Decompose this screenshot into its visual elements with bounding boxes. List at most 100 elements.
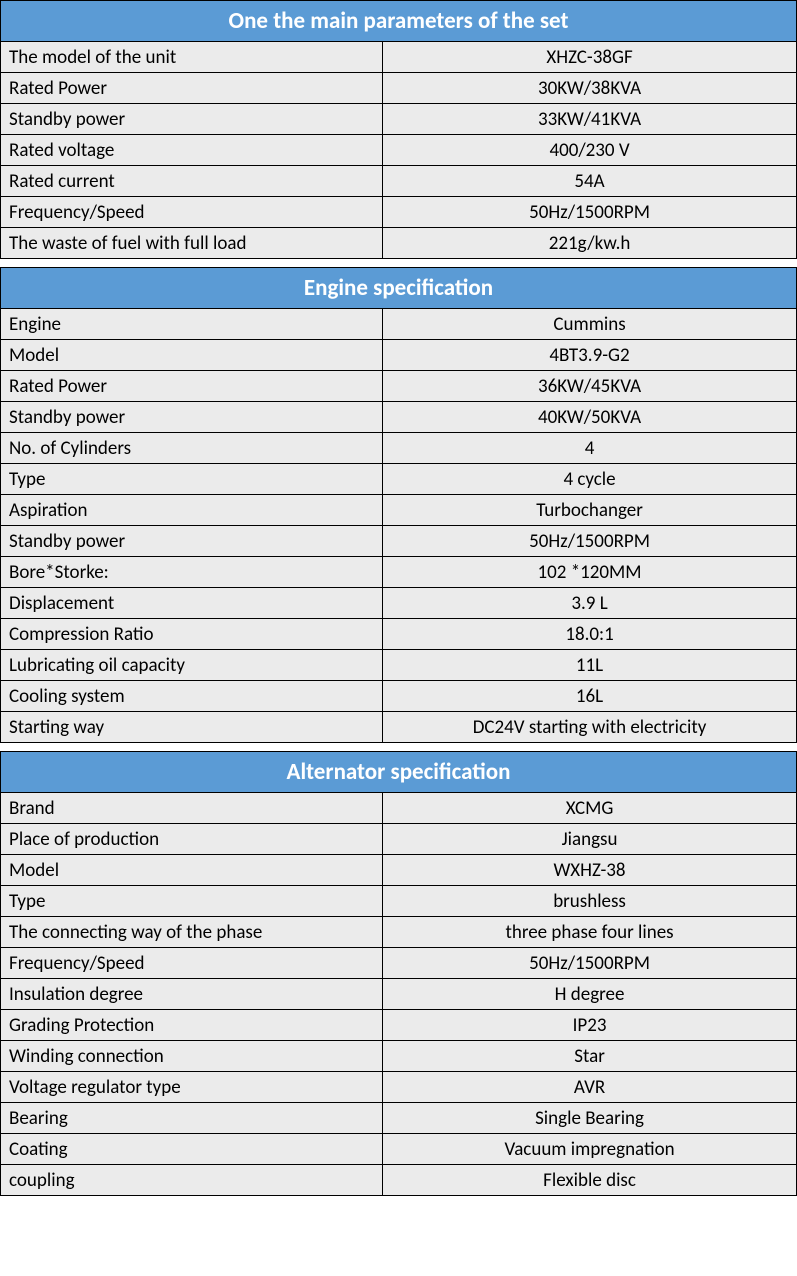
row-label: Standby power: [1, 526, 383, 557]
row-value: 3.9 L: [383, 588, 797, 619]
row-value: 4 cycle: [383, 464, 797, 495]
row-label: Standby power: [1, 104, 383, 135]
row-value: Flexible disc: [383, 1165, 797, 1196]
table-row: Bore*Storke:102 *120MM: [1, 557, 797, 588]
row-value: Turbochanger: [383, 495, 797, 526]
row-label: Frequency/Speed: [1, 197, 383, 228]
row-label: Compression Ratio: [1, 619, 383, 650]
row-label: Insulation degree: [1, 979, 383, 1010]
table-row: The waste of fuel with full load221g/kw.…: [1, 228, 797, 259]
table-row: Standby power50Hz/1500RPM: [1, 526, 797, 557]
row-value: 33KW/41KVA: [383, 104, 797, 135]
row-label: The model of the unit: [1, 42, 383, 73]
row-label: Type: [1, 464, 383, 495]
row-label: Rated current: [1, 166, 383, 197]
row-value: Jiangsu: [383, 824, 797, 855]
row-value: 36KW/45KVA: [383, 371, 797, 402]
table-title: Alternator specification: [1, 752, 797, 793]
row-value: XHZC-38GF: [383, 42, 797, 73]
row-value: 102 *120MM: [383, 557, 797, 588]
row-value: WXHZ-38: [383, 855, 797, 886]
table-row: Rated Power36KW/45KVA: [1, 371, 797, 402]
table-row: Frequency/Speed50Hz/1500RPM: [1, 948, 797, 979]
row-label: Voltage regulator type: [1, 1072, 383, 1103]
row-label: The waste of fuel with full load: [1, 228, 383, 259]
spec-table: One the main parameters of the setThe mo…: [0, 0, 797, 259]
table-row: BearingSingle Bearing: [1, 1103, 797, 1134]
table-row: BrandXCMG: [1, 793, 797, 824]
row-value: 50Hz/1500RPM: [383, 526, 797, 557]
table-row: No. of Cylinders4: [1, 433, 797, 464]
table-row: Frequency/Speed50Hz/1500RPM: [1, 197, 797, 228]
table-row: Lubricating oil capacity11L: [1, 650, 797, 681]
row-label: Grading Protection: [1, 1010, 383, 1041]
table-row: Standby power40KW/50KVA: [1, 402, 797, 433]
table-row: Type4 cycle: [1, 464, 797, 495]
row-value: 400/230 V: [383, 135, 797, 166]
row-value: Cummins: [383, 309, 797, 340]
table-row: EngineCummins: [1, 309, 797, 340]
row-label: Brand: [1, 793, 383, 824]
row-value: three phase four lines: [383, 917, 797, 948]
row-label: Bore*Storke:: [1, 557, 383, 588]
table-row: CoatingVacuum impregnation: [1, 1134, 797, 1165]
row-value: 40KW/50KVA: [383, 402, 797, 433]
table-row: AspirationTurbochanger: [1, 495, 797, 526]
table-row: Starting wayDC24V starting with electric…: [1, 712, 797, 743]
row-label: Rated Power: [1, 371, 383, 402]
row-label: Cooling system: [1, 681, 383, 712]
table-row: couplingFlexible disc: [1, 1165, 797, 1196]
row-label: Frequency/Speed: [1, 948, 383, 979]
row-value: 16L: [383, 681, 797, 712]
row-label: Aspiration: [1, 495, 383, 526]
table-row: ModelWXHZ-38: [1, 855, 797, 886]
spec-tables-container: One the main parameters of the setThe mo…: [0, 0, 797, 1196]
row-value: Vacuum impregnation: [383, 1134, 797, 1165]
row-value: DC24V starting with electricity: [383, 712, 797, 743]
table-row: Compression Ratio18.0:1: [1, 619, 797, 650]
table-row: Rated current54A: [1, 166, 797, 197]
row-value: 221g/kw.h: [383, 228, 797, 259]
row-value: H degree: [383, 979, 797, 1010]
row-value: 54A: [383, 166, 797, 197]
table-title: Engine specification: [1, 268, 797, 309]
table-row: Displacement3.9 L: [1, 588, 797, 619]
row-label: The connecting way of the phase: [1, 917, 383, 948]
table-row: Grading ProtectionIP23: [1, 1010, 797, 1041]
row-label: Displacement: [1, 588, 383, 619]
row-value: 4: [383, 433, 797, 464]
row-label: Model: [1, 340, 383, 371]
row-label: Place of production: [1, 824, 383, 855]
row-value: 11L: [383, 650, 797, 681]
row-value: Single Bearing: [383, 1103, 797, 1134]
table-row: Winding connectionStar: [1, 1041, 797, 1072]
table-row: Place of productionJiangsu: [1, 824, 797, 855]
table-row: The model of the unitXHZC-38GF: [1, 42, 797, 73]
table-title: One the main parameters of the set: [1, 1, 797, 42]
table-row: Cooling system16L: [1, 681, 797, 712]
table-row: Insulation degreeH degree: [1, 979, 797, 1010]
table-row: Voltage regulator typeAVR: [1, 1072, 797, 1103]
row-value: IP23: [383, 1010, 797, 1041]
row-value: XCMG: [383, 793, 797, 824]
row-value: Star: [383, 1041, 797, 1072]
row-label: Lubricating oil capacity: [1, 650, 383, 681]
table-row: Standby power33KW/41KVA: [1, 104, 797, 135]
spec-table: Alternator specificationBrandXCMGPlace o…: [0, 751, 797, 1196]
row-value: 18.0:1: [383, 619, 797, 650]
row-value: 30KW/38KVA: [383, 73, 797, 104]
row-label: Starting way: [1, 712, 383, 743]
table-row: Model4BT3.9-G2: [1, 340, 797, 371]
row-label: No. of Cylinders: [1, 433, 383, 464]
table-row: Typebrushless: [1, 886, 797, 917]
table-row: Rated Power30KW/38KVA: [1, 73, 797, 104]
row-label: Type: [1, 886, 383, 917]
row-label: Engine: [1, 309, 383, 340]
row-label: Standby power: [1, 402, 383, 433]
row-label: Rated Power: [1, 73, 383, 104]
row-label: Model: [1, 855, 383, 886]
row-label: Rated voltage: [1, 135, 383, 166]
row-value: 50Hz/1500RPM: [383, 197, 797, 228]
row-label: Winding connection: [1, 1041, 383, 1072]
row-value: 50Hz/1500RPM: [383, 948, 797, 979]
